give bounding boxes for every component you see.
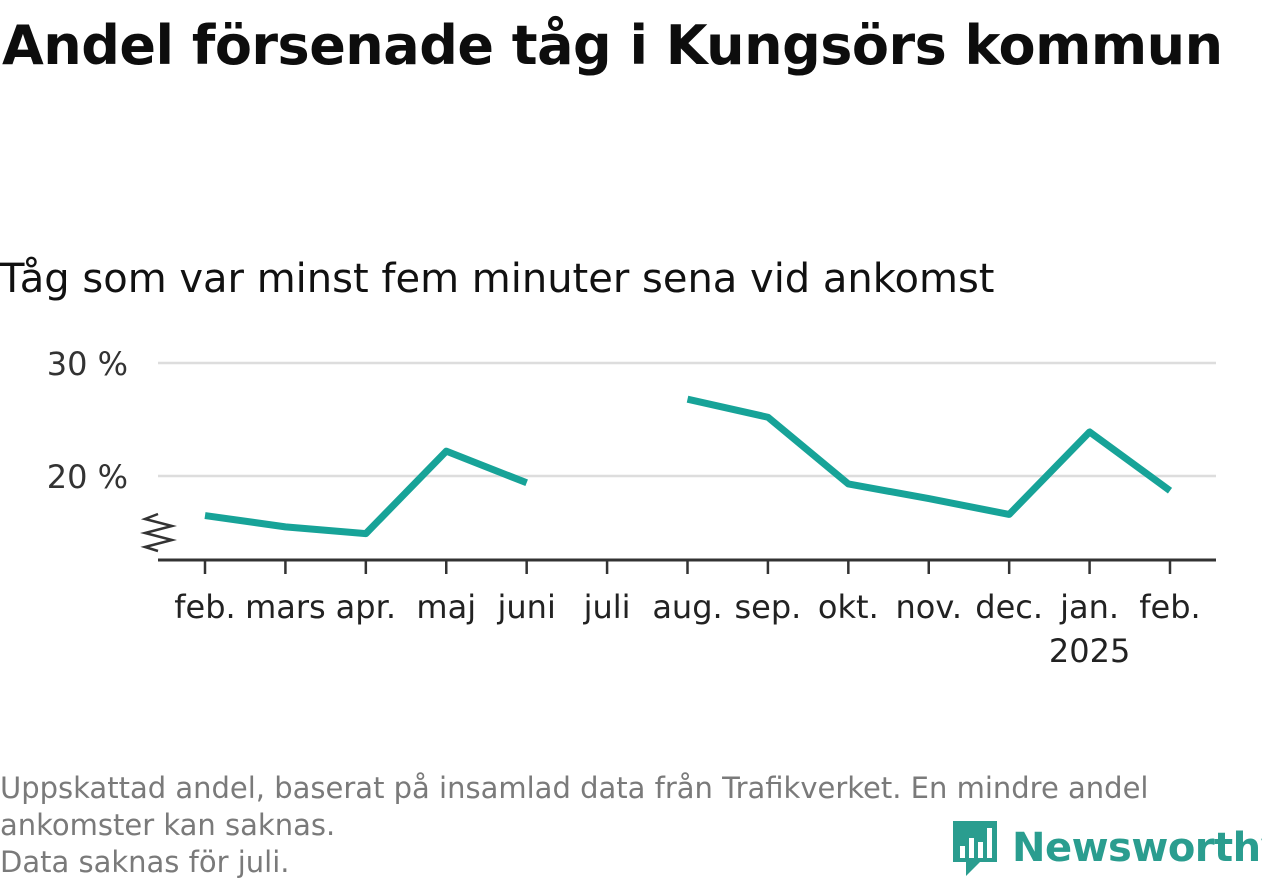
axis-break-icon: [140, 512, 177, 553]
x-tick-label: apr.: [336, 588, 396, 626]
x-tick-label: okt.: [818, 588, 879, 626]
x-tick-label: mars: [245, 588, 326, 626]
chart-subtitle: Tåg som var minst fem minuter sena vid a…: [0, 256, 995, 302]
footnote-line-2: ankomster kan saknas.: [0, 808, 336, 842]
series-lines: [204, 395, 1173, 538]
x-tick-label: nov.: [896, 588, 962, 626]
gridlines: [158, 361, 1216, 478]
x-tick-label: juni: [496, 588, 555, 626]
x-axis: feb. mars apr. maj juni juli aug. sep. okt. nov. d…: [158, 558, 1216, 670]
x-tick-label: dec.: [975, 588, 1043, 626]
footnote: Uppskattad andel, baserat på insamlad da…: [0, 770, 1250, 881]
x-tick-label: sep.: [734, 588, 801, 626]
x-tick-label: feb.: [1139, 588, 1200, 626]
y-axis-ticks: 20 % 30 %: [47, 345, 177, 553]
x-year-label: 2025: [1049, 632, 1130, 670]
y-tick-label: 30 %: [47, 345, 128, 383]
x-tick-label: jan.: [1059, 588, 1119, 626]
series-line: [204, 447, 528, 538]
brand-name: Newsworthy: [1012, 825, 1262, 871]
x-tick-label: juli: [583, 588, 631, 626]
x-tick-label: feb.: [174, 588, 235, 626]
chart-title: Andel försenade tåg i Kungsörs kommun: [2, 14, 1223, 77]
y-tick-label: 20 %: [47, 458, 128, 496]
x-tick-label: aug.: [652, 588, 722, 626]
footnote-line-3: Data saknas för juli.: [0, 845, 290, 879]
x-tick-label: maj: [416, 588, 476, 626]
series-line: [686, 395, 1173, 518]
footnote-line-1: Uppskattad andel, baserat på insamlad da…: [0, 771, 1149, 805]
newsworthy-logo-icon: [953, 821, 997, 876]
newsworthy-brand: Newsworthy: [950, 818, 1262, 878]
line-chart: 20 % 30 % feb. mars apr. maj juni juli aug. sep.…: [47, 345, 1216, 670]
